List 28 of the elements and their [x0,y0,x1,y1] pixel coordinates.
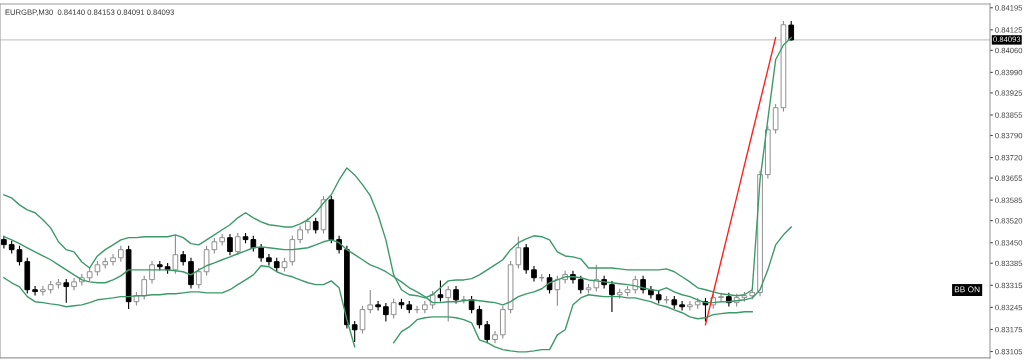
candlestick [554,275,561,307]
candlestick [679,300,685,312]
candlestick [375,300,381,312]
candlestick [266,253,272,266]
candlestick [383,302,389,323]
candlestick [523,243,530,275]
candlestick [110,253,116,266]
annotation: BB ON [954,286,980,293]
candlestick [63,278,70,304]
candlestick [195,267,202,290]
candlestick [718,292,724,302]
candlestick [437,280,444,302]
candlestick [141,275,148,301]
candlestick [351,320,358,343]
candlestick [172,234,179,275]
candlestick [227,233,233,256]
candlestick [445,285,452,323]
candlestick [367,289,374,314]
candlestick [32,285,38,296]
line-series [704,37,777,326]
candlestick [188,257,194,290]
candlestick [414,305,420,314]
candlestick [687,300,693,312]
candlestick [609,280,615,313]
candlestick [359,305,366,335]
candlestick [40,285,46,296]
candlestick [484,320,491,344]
candlestick [390,298,397,319]
